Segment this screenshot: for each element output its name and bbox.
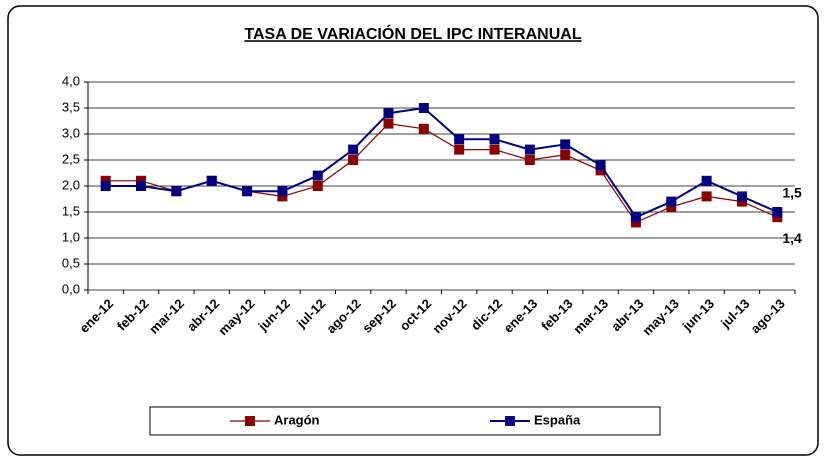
point-marker (595, 160, 606, 171)
point-marker (348, 155, 359, 165)
point-marker (242, 186, 253, 197)
point-marker (383, 108, 394, 119)
y-tick-label: 3,5 (62, 99, 80, 114)
point-marker (666, 196, 677, 207)
point-marker (171, 186, 182, 197)
point-marker (736, 191, 747, 202)
y-tick-label: 2,5 (62, 151, 80, 166)
point-marker (312, 170, 323, 181)
point-marker (630, 212, 641, 223)
point-marker (772, 207, 783, 217)
y-tick-label: 0,5 (62, 255, 80, 270)
point-marker (701, 191, 712, 202)
y-tick-label: 1,0 (62, 229, 80, 244)
point-marker (383, 118, 394, 129)
y-tick-label: 4,0 (62, 73, 80, 88)
point-marker (100, 175, 111, 186)
point-marker (524, 155, 535, 165)
point-marker (772, 212, 783, 223)
point-marker (206, 175, 217, 186)
point-marker (666, 201, 677, 212)
legend-label: España (534, 412, 581, 427)
point-marker (524, 144, 535, 155)
legend-marker (505, 416, 515, 426)
legend-marker (245, 416, 255, 426)
point-marker (489, 134, 500, 145)
point-marker (701, 175, 712, 186)
point-marker (136, 181, 147, 191)
y-tick-label: 3,0 (62, 125, 80, 140)
point-marker (136, 175, 147, 186)
chart-frame (7, 5, 819, 456)
point-marker (348, 144, 359, 155)
point-marker (630, 217, 641, 228)
point-marker (560, 139, 571, 150)
point-marker (489, 144, 500, 155)
legend-label: Aragón (274, 412, 320, 427)
point-marker (454, 144, 465, 155)
point-marker (312, 181, 323, 191)
point-marker (100, 181, 111, 191)
point-marker (277, 186, 288, 197)
point-marker (595, 165, 606, 176)
point-marker (736, 196, 747, 207)
series-line (105, 106, 778, 219)
y-tick-label: 0,0 (62, 281, 80, 296)
legend-box (149, 406, 661, 436)
point-marker (418, 103, 429, 113)
data-label: 1,5 (782, 185, 802, 201)
y-tick-label: 1,5 (62, 203, 80, 218)
data-label: 1,4 (782, 230, 802, 246)
point-marker (560, 149, 571, 160)
point-marker (277, 191, 288, 202)
point-marker (454, 134, 465, 145)
y-tick-label: 2,0 (62, 177, 80, 192)
chart-title: TASA DE VARIACIÓN DEL IPC INTERANUAL (244, 24, 581, 43)
point-marker (418, 123, 429, 134)
